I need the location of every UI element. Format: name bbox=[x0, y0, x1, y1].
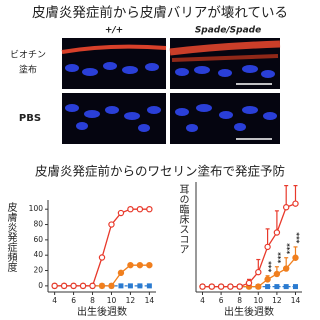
marker bbox=[227, 283, 234, 290]
marker bbox=[282, 265, 290, 272]
y-tick-label: 100 bbox=[29, 204, 44, 213]
marker bbox=[98, 254, 106, 261]
marker bbox=[292, 284, 298, 290]
row-label: PBS bbox=[19, 113, 41, 124]
marker bbox=[51, 282, 58, 290]
micrographs bbox=[61, 38, 281, 144]
x-tick-label: 8 bbox=[90, 296, 95, 305]
marker bbox=[292, 200, 299, 207]
marker bbox=[108, 282, 115, 290]
annotation: *** bbox=[274, 252, 282, 263]
marker bbox=[146, 283, 152, 289]
marker bbox=[136, 261, 144, 269]
marker bbox=[60, 282, 68, 290]
column-label: +/+ bbox=[105, 26, 123, 36]
marker bbox=[255, 283, 262, 290]
series-line bbox=[54, 208, 150, 287]
x-axis-label: 出生後週数 bbox=[224, 305, 274, 318]
series-line bbox=[202, 203, 296, 288]
marker bbox=[137, 283, 143, 289]
marker bbox=[217, 283, 225, 290]
marker bbox=[199, 283, 206, 290]
marker bbox=[274, 284, 280, 290]
x-tick-label: 12 bbox=[272, 296, 282, 305]
y-tick-label: 60 bbox=[33, 235, 43, 244]
marker bbox=[236, 283, 243, 290]
marker bbox=[89, 282, 96, 290]
annotation: *** bbox=[283, 243, 291, 254]
section-title: 皮膚炎発症前からのワセリン塗布で発症予防 bbox=[35, 164, 285, 179]
marker bbox=[127, 283, 133, 289]
marker bbox=[127, 261, 134, 269]
marker bbox=[118, 283, 124, 289]
marker bbox=[273, 229, 281, 236]
x-tick-label: 12 bbox=[126, 296, 136, 305]
marker bbox=[282, 204, 290, 211]
x-tick-label: 14 bbox=[291, 296, 301, 305]
marker bbox=[283, 284, 289, 290]
y-tick-label: 80 bbox=[33, 220, 43, 229]
row-label: 塗布 bbox=[19, 64, 37, 76]
annotation: *** bbox=[265, 261, 273, 272]
marker bbox=[146, 205, 153, 213]
marker bbox=[245, 279, 253, 287]
marker bbox=[79, 282, 87, 290]
y-axis-label: 皮膚炎発症頻度 bbox=[5, 201, 17, 273]
title: 皮膚炎発症前から皮膚バリアが壊れている bbox=[32, 4, 288, 21]
y-tick-label: 0 bbox=[38, 281, 43, 290]
marker bbox=[117, 209, 125, 217]
y-tick-label: 20 bbox=[33, 266, 43, 275]
x-axis-label: 出生後週数 bbox=[77, 305, 127, 318]
row-label: ビオチン bbox=[10, 50, 46, 61]
marker bbox=[255, 268, 262, 276]
x-tick-label: 10 bbox=[254, 296, 264, 305]
marker bbox=[264, 243, 271, 251]
column-label: Spade/Spade bbox=[195, 26, 261, 36]
x-tick-label: 6 bbox=[71, 296, 76, 305]
marker bbox=[108, 221, 115, 228]
x-tick-label: 4 bbox=[200, 296, 205, 305]
marker bbox=[117, 269, 125, 277]
marker bbox=[208, 283, 216, 290]
x-tick-label: 8 bbox=[237, 296, 242, 305]
x-tick-label: 10 bbox=[107, 296, 117, 305]
marker bbox=[292, 254, 299, 261]
x-tick-label: 4 bbox=[52, 296, 57, 305]
marker bbox=[264, 276, 271, 283]
marker bbox=[136, 205, 144, 213]
marker bbox=[146, 261, 153, 269]
marker bbox=[70, 282, 77, 290]
y-tick-label: 40 bbox=[33, 250, 43, 259]
marker bbox=[265, 284, 271, 290]
x-tick-label: 6 bbox=[219, 296, 224, 305]
marker bbox=[127, 205, 134, 213]
y-axis-label: 耳の臨床スコア bbox=[177, 184, 189, 254]
annotation: *** bbox=[292, 232, 300, 243]
marker bbox=[98, 282, 106, 290]
x-tick-label: 14 bbox=[145, 296, 155, 305]
marker bbox=[273, 270, 281, 278]
